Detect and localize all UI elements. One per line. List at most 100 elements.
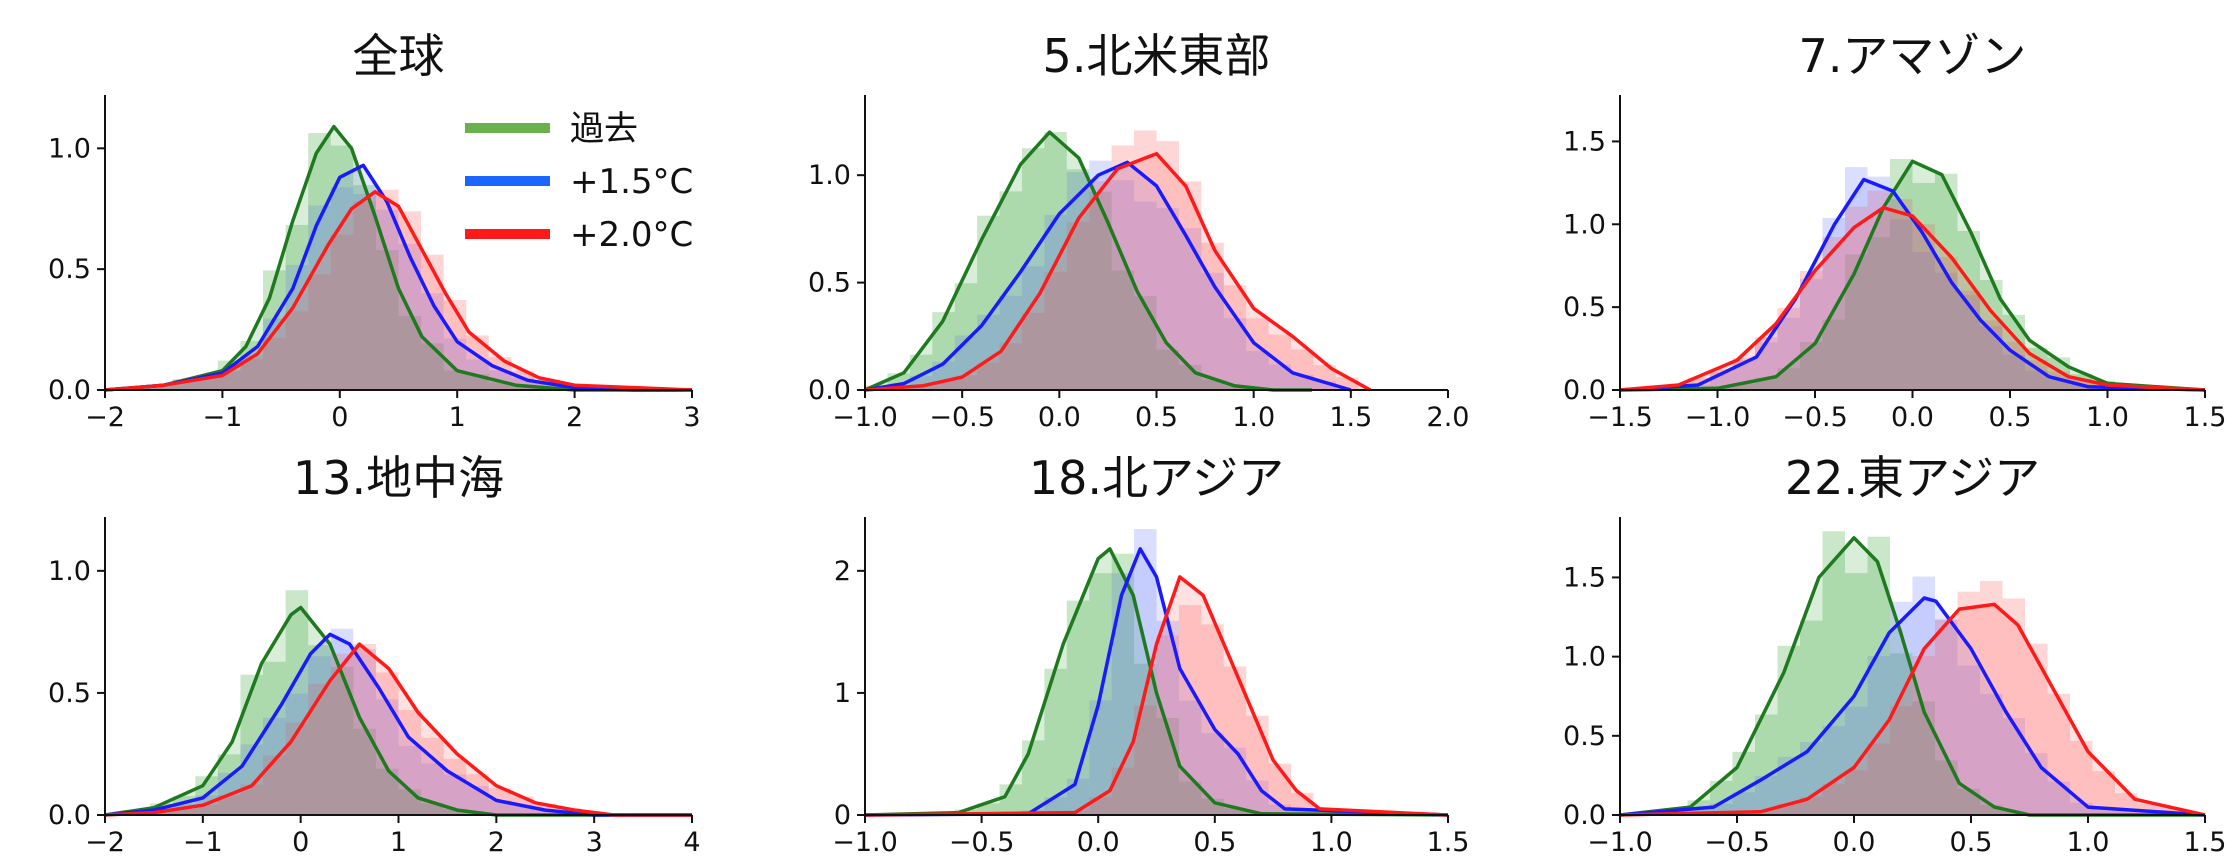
kde-area-p20 [1620, 207, 2205, 390]
x-tick-label: −0.5 [1704, 827, 1770, 856]
hist-bar-p15 [2092, 808, 2115, 815]
hist-bar-p20 [1957, 290, 1980, 390]
kde-area-p15 [105, 165, 692, 390]
hist-bar-past [421, 803, 444, 815]
legend-label-p20: +2.0°C [570, 215, 693, 255]
hist-bar-p15 [421, 293, 444, 390]
panel-2: 5.北米東部 −1.0 −0.5 0.0 0.5 1.0 1.5 2.0 0.0 0.5 1.0 [808, 29, 1469, 433]
hist-bar-past [1134, 296, 1157, 390]
hist-bar-past [977, 803, 1000, 815]
kde-area-past [865, 548, 1448, 815]
hist-bar-past [1890, 158, 1913, 390]
hist-bar-past [2002, 811, 2025, 815]
hist-bar-p20 [2047, 693, 2070, 815]
hist-bar-p20 [1822, 783, 1845, 815]
x-tick-label: −0.5 [949, 827, 1015, 856]
hist-bar-p20 [1201, 624, 1224, 815]
panel-title: 22.東アジア [1785, 451, 2040, 505]
hist-bar-p15 [1111, 180, 1135, 390]
hist-bar-past [977, 215, 1000, 390]
hist-bar-past [1867, 237, 1890, 390]
hist-bar-p20 [421, 737, 444, 815]
hist-bar-past [932, 312, 955, 390]
hist-bar-p15 [353, 194, 376, 390]
hist-bar-past [1912, 701, 1935, 815]
kde-line-p20 [864, 575, 1449, 817]
hist-bar-p20 [2025, 360, 2048, 390]
kde-area-past [1620, 161, 2205, 390]
hist-bar-p20 [1935, 257, 1958, 390]
hist-bar-past [1134, 663, 1157, 815]
y-tick-label: 2 [834, 556, 851, 587]
x-tick-label: 2 [566, 402, 583, 433]
hist-bar-p20 [285, 311, 309, 390]
hist-bar-past [1777, 645, 1800, 815]
hist-bar-p15 [285, 264, 309, 390]
hist-bar-past [1111, 270, 1135, 390]
y-tick-label: 1.5 [1563, 126, 1606, 157]
hist-bar-p20 [977, 362, 1000, 390]
hist-bar-p15 [353, 649, 376, 815]
hist-bar-p15 [1935, 272, 1958, 390]
hist-bar-p15 [398, 243, 422, 390]
hist-bar-p20 [1957, 591, 1980, 815]
legend-label-p15: +1.5°C [570, 162, 693, 202]
hist-bar-p15 [2070, 384, 2093, 390]
hist-bar-p20 [1178, 605, 1202, 815]
hist-bar-p20 [533, 380, 557, 390]
legend: 過去 +1.5°C +2.0°C [465, 109, 693, 255]
kde-line-past [104, 124, 692, 392]
hist-bar-past [511, 385, 534, 390]
hist-bar-past [909, 354, 933, 390]
x-tick-label: 0.5 [1135, 402, 1178, 433]
hist-bar-p20 [2025, 643, 2048, 815]
hist-bar-past [1223, 808, 1247, 815]
y-tick-label: 1.5 [1563, 562, 1606, 593]
hist-bar-past [1980, 279, 2003, 390]
hist-bar-p20 [398, 211, 422, 390]
panel-3: 7.アマゾン −1.5 −1.0 −0.5 0.0 0.5 1.0 1.5 0.0 0.5 1.0 1… [1563, 29, 2226, 433]
hist-bar-p15 [443, 338, 467, 390]
hist-bar-p15 [1822, 726, 1845, 815]
hist-bar-p15 [1134, 529, 1157, 815]
y-tick-label: 0.0 [48, 375, 91, 406]
hist-bar-past [1867, 536, 1890, 815]
panel-title: 7.アマゾン [1799, 29, 2027, 83]
hist-bar-p15 [375, 699, 399, 815]
kde-line-p20 [1619, 602, 2206, 817]
hist-bar-p20 [217, 795, 241, 815]
hist-bar-p15 [2025, 370, 2048, 390]
hist-bar-past [1021, 148, 1045, 390]
hist-bar-past [375, 250, 399, 390]
hist-bar-p20 [2137, 803, 2160, 815]
hist-bar-p20 [240, 359, 264, 390]
y-tick-label: 0.0 [1563, 800, 1606, 831]
hist-bar-p15 [2115, 809, 2138, 815]
hist-bar-past [999, 191, 1022, 390]
hist-bar-p20 [1755, 809, 1778, 815]
x-tick-label: −1.5 [1587, 402, 1653, 433]
hist-bar-p20 [353, 201, 376, 390]
hist-bar-past [1890, 653, 1913, 815]
hist-bar-past [421, 343, 444, 390]
x-tick-label: −1.0 [1587, 827, 1653, 856]
hist-bar-p15 [1268, 364, 1292, 390]
x-tick-label: 1.0 [2086, 402, 2129, 433]
hist-bar-p20 [1291, 349, 1314, 390]
hist-bar-p15 [1156, 208, 1179, 390]
hist-bar-p20 [1223, 285, 1247, 390]
hist-bar-past [1201, 379, 1224, 390]
kde-line-past [1619, 536, 2205, 817]
x-tick-label: 0.5 [1989, 402, 2032, 433]
x-tick-label: 1.0 [1310, 827, 1353, 856]
hist-bar-p20 [2002, 598, 2025, 815]
hist-bar-past [443, 808, 467, 815]
hist-bar-p15 [1044, 214, 1067, 390]
hist-bar-p15 [1845, 706, 1868, 815]
kde-line-past [1619, 159, 2206, 392]
hist-bar-past [398, 316, 422, 390]
kde-area-p15 [865, 162, 1351, 390]
kde-line-p15 [864, 547, 1449, 817]
hist-bar-past [1044, 668, 1067, 815]
x-tick-label: 1 [390, 827, 407, 856]
